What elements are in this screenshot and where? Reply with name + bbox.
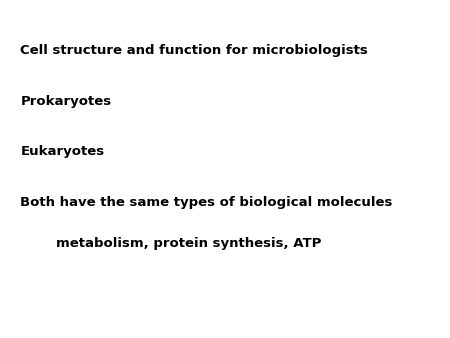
Text: Eukaryotes: Eukaryotes <box>20 145 104 158</box>
Text: metabolism, protein synthesis, ATP: metabolism, protein synthesis, ATP <box>56 237 322 249</box>
Text: Prokaryotes: Prokaryotes <box>20 95 112 107</box>
Text: Both have the same types of biological molecules: Both have the same types of biological m… <box>20 196 392 209</box>
Text: Cell structure and function for microbiologists: Cell structure and function for microbio… <box>20 44 368 57</box>
